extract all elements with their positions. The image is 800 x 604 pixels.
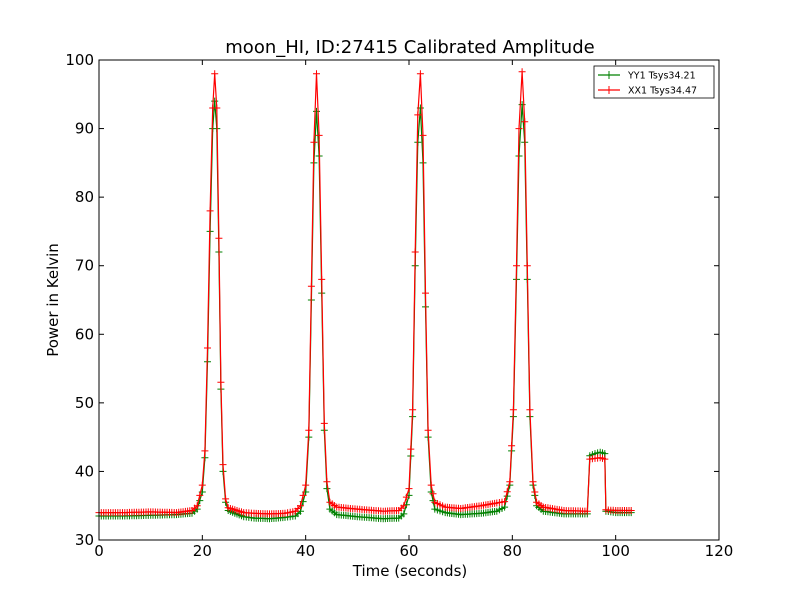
legend-marker-1 [605, 86, 613, 94]
legend-marker-0 [605, 71, 613, 79]
x-tick-label: 120 [705, 542, 734, 560]
y-axis-label: Power in Kelvin [44, 243, 62, 357]
y-tick-label: 40 [75, 462, 94, 480]
chart-title: moon_HI, ID:27415 Calibrated Amplitude [225, 37, 594, 58]
x-tick-label: 0 [94, 542, 104, 560]
y-tick-label: 90 [75, 120, 94, 138]
plot-frame [98, 59, 720, 541]
x-tick-label: 40 [296, 542, 315, 560]
legend-box [593, 65, 715, 99]
y-tick-label: 70 [75, 257, 94, 275]
x-tick-label: 100 [601, 542, 630, 560]
y-tick-label: 100 [65, 51, 94, 69]
x-tick-label: 60 [399, 542, 418, 560]
plot-area: 0 20 40 60 80 100 120 30 40 50 60 70 80 90 100 YY1 Tsys… [65, 51, 733, 560]
y-tick-label: 60 [75, 325, 94, 343]
x-tick-label: 80 [503, 542, 522, 560]
series-markers-1 [95, 68, 635, 518]
y-tick-label: 80 [75, 188, 94, 206]
x-axis-label: Time (seconds) [352, 562, 468, 580]
legend-label-1: XX1 Tsys34.47 [628, 86, 697, 97]
x-tick-label: 20 [193, 542, 212, 560]
series-line-1 [99, 71, 632, 515]
series-line-0 [99, 101, 632, 520]
series-markers-0 [95, 97, 635, 523]
y-tick-label: 30 [75, 531, 94, 549]
y-tick-label: 50 [75, 394, 94, 412]
legend-label-0: YY1 Tsys34.21 [627, 71, 696, 82]
